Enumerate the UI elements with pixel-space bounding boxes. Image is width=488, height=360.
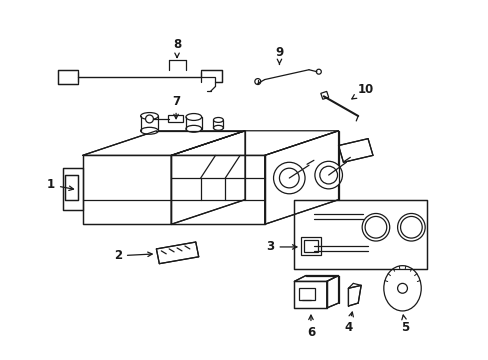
Text: 2: 2 <box>114 249 152 262</box>
Text: 6: 6 <box>306 315 314 339</box>
Ellipse shape <box>383 266 420 311</box>
Circle shape <box>397 283 407 293</box>
Ellipse shape <box>213 125 223 130</box>
Text: 7: 7 <box>172 95 180 119</box>
Text: 8: 8 <box>173 38 181 58</box>
Ellipse shape <box>141 113 158 120</box>
Ellipse shape <box>213 117 223 122</box>
Text: 3: 3 <box>266 240 296 253</box>
Text: 10: 10 <box>351 83 373 99</box>
Ellipse shape <box>279 168 299 188</box>
Text: 4: 4 <box>344 312 353 334</box>
Circle shape <box>316 69 321 74</box>
Ellipse shape <box>400 216 421 238</box>
Text: 1: 1 <box>47 179 73 192</box>
Ellipse shape <box>141 127 158 134</box>
Ellipse shape <box>273 162 305 194</box>
Text: 5: 5 <box>401 315 409 334</box>
Text: 9: 9 <box>275 45 283 64</box>
Ellipse shape <box>185 125 201 132</box>
Ellipse shape <box>319 166 337 184</box>
Ellipse shape <box>365 216 386 238</box>
Ellipse shape <box>314 161 342 189</box>
Ellipse shape <box>397 213 424 241</box>
Ellipse shape <box>185 113 201 121</box>
Ellipse shape <box>362 213 389 241</box>
Circle shape <box>145 115 153 123</box>
Circle shape <box>254 78 260 85</box>
